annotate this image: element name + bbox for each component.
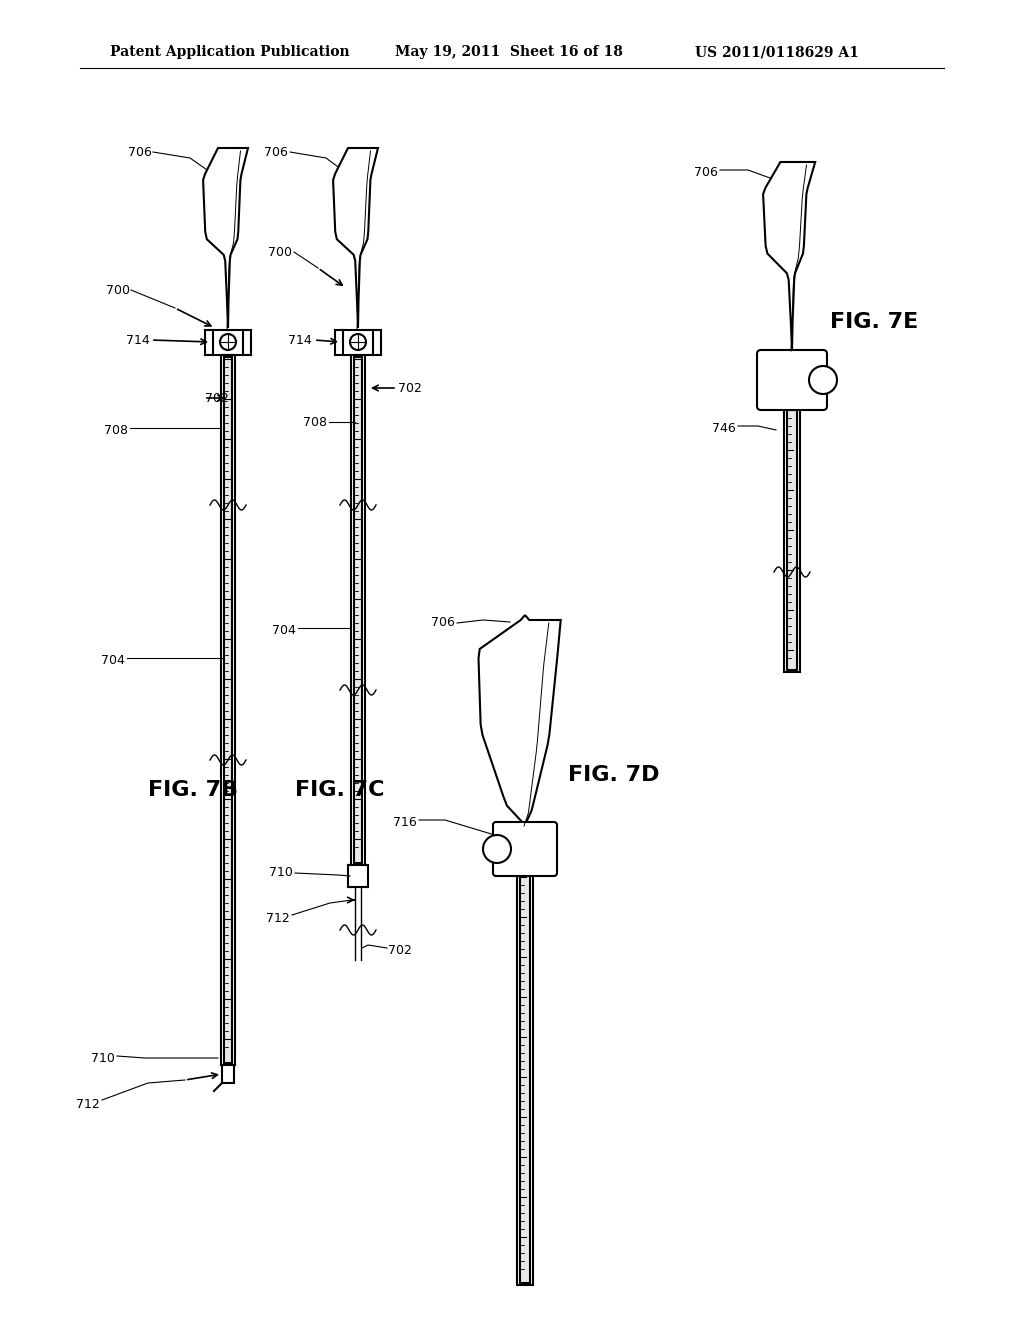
Bar	[224, 356, 232, 1063]
Text: FIG. 7E: FIG. 7E	[830, 312, 919, 333]
Bar	[221, 355, 234, 1065]
Bar	[520, 875, 530, 1283]
Text: 706: 706	[431, 616, 455, 630]
Text: 714: 714	[126, 334, 150, 346]
Text: 704: 704	[272, 623, 296, 636]
Bar	[784, 407, 800, 672]
Bar	[517, 873, 534, 1284]
Text: May 19, 2011: May 19, 2011	[395, 45, 501, 59]
Text: 702: 702	[398, 381, 422, 395]
Text: 706: 706	[694, 165, 718, 178]
Text: FIG. 7D: FIG. 7D	[568, 766, 659, 785]
Text: 702: 702	[388, 944, 412, 957]
Bar	[213, 330, 243, 355]
Text: 700: 700	[268, 246, 292, 259]
Bar	[351, 355, 365, 865]
Text: 700: 700	[106, 284, 130, 297]
Polygon shape	[333, 148, 378, 327]
Polygon shape	[763, 162, 815, 350]
Text: 708: 708	[303, 416, 327, 429]
Text: 706: 706	[128, 145, 152, 158]
Text: Sheet 16 of 18: Sheet 16 of 18	[510, 45, 623, 59]
FancyBboxPatch shape	[493, 822, 557, 876]
Text: 714: 714	[288, 334, 312, 346]
Bar	[343, 330, 373, 355]
Text: US 2011/0118629 A1: US 2011/0118629 A1	[695, 45, 859, 59]
Bar	[348, 865, 368, 887]
Text: 712: 712	[266, 912, 290, 924]
Text: 710: 710	[91, 1052, 115, 1064]
Polygon shape	[478, 615, 561, 825]
Text: FIG. 7C: FIG. 7C	[295, 780, 385, 800]
Text: 706: 706	[264, 145, 288, 158]
Text: 746: 746	[713, 421, 736, 434]
Text: 704: 704	[101, 653, 125, 667]
Text: 712: 712	[76, 1098, 100, 1111]
Bar	[787, 408, 797, 671]
Text: 708: 708	[104, 424, 128, 437]
Circle shape	[483, 836, 511, 863]
Circle shape	[809, 366, 837, 393]
FancyBboxPatch shape	[757, 350, 827, 411]
Text: 702: 702	[205, 392, 229, 404]
Text: Patent Application Publication: Patent Application Publication	[110, 45, 349, 59]
Bar	[222, 1065, 234, 1082]
Bar	[354, 356, 362, 863]
Text: 716: 716	[393, 816, 417, 829]
Text: FIG. 7B: FIG. 7B	[147, 780, 238, 800]
Text: 710: 710	[269, 866, 293, 879]
Polygon shape	[203, 148, 248, 327]
